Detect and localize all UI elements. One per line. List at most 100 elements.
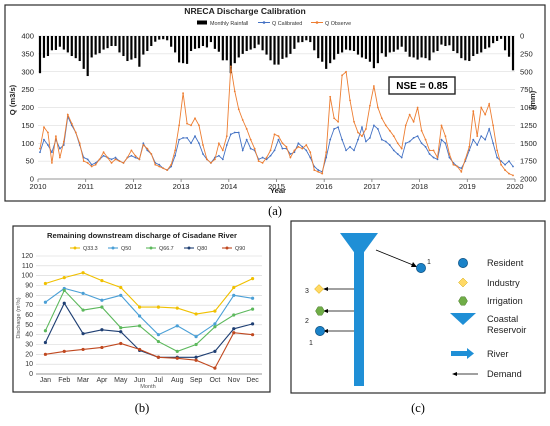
rainfall-bar xyxy=(185,36,189,64)
y2-tick-label: 1750 xyxy=(520,157,537,166)
observed-point xyxy=(384,124,387,127)
calibrated-point xyxy=(408,140,411,143)
chart-a-title: NRECA Discharge Calibration xyxy=(184,6,305,16)
series-point xyxy=(175,324,179,328)
rainfall-bar xyxy=(480,36,483,53)
series-line xyxy=(45,332,253,369)
observed-point xyxy=(43,126,45,129)
calibrated-point xyxy=(134,156,137,159)
observed-point xyxy=(273,133,276,136)
calibrated-point xyxy=(225,144,228,146)
rainfall-bar xyxy=(110,36,113,47)
observed-point xyxy=(174,149,177,152)
series-point xyxy=(62,276,66,280)
calibrated-point xyxy=(404,142,407,145)
calibrated-point xyxy=(488,128,491,130)
observed-point xyxy=(146,147,149,150)
calibrated-point xyxy=(496,156,499,159)
y-tick-label: 20 xyxy=(25,351,33,358)
calibrated-point xyxy=(372,124,375,127)
series-point xyxy=(100,328,104,332)
observed-point xyxy=(245,128,248,130)
legend-rainfall: Monthly Rainfall xyxy=(210,21,248,27)
rainfall-bar xyxy=(384,36,387,57)
observed-point xyxy=(452,163,455,166)
rainfall-bar xyxy=(507,36,511,57)
calibrated-point xyxy=(448,156,451,159)
observed-point xyxy=(198,124,200,127)
series-point xyxy=(137,347,142,352)
observed-point xyxy=(448,153,451,155)
rainfall-bar xyxy=(122,36,125,57)
panel-c: 1 2 3 1 Resident Industry Irrigation Coa… xyxy=(290,220,546,394)
series-point xyxy=(232,313,236,317)
calibrated-point xyxy=(317,169,320,171)
panel-label-c: (c) xyxy=(411,401,425,415)
observed-point xyxy=(388,129,391,132)
rainfall-bar xyxy=(225,36,228,61)
observed-point xyxy=(194,117,196,120)
observed-point xyxy=(94,163,97,166)
circle-icon xyxy=(458,258,468,268)
observed-point xyxy=(392,135,395,138)
calibrated-point xyxy=(349,145,351,148)
observed-point xyxy=(361,135,363,138)
observed-point xyxy=(460,170,463,173)
calibrated-point xyxy=(416,135,419,138)
calibrated-point xyxy=(114,156,117,159)
rainfall-bar xyxy=(496,36,499,42)
rainfall-bar xyxy=(503,36,507,51)
series-point xyxy=(62,349,66,353)
chart-a-lines xyxy=(39,65,514,177)
observed-point xyxy=(500,163,502,166)
calibrated-point xyxy=(420,142,423,145)
chart-a-ylabel: Q (m3/s) xyxy=(8,84,17,115)
rainfall-bar xyxy=(452,36,455,52)
observed-point xyxy=(396,142,399,145)
month-tick-label: Jan xyxy=(40,377,51,384)
calibrated-point xyxy=(428,153,431,155)
series-line xyxy=(45,287,253,338)
nse-annotation: NSE = 0.85 xyxy=(396,81,448,92)
series-point xyxy=(250,307,255,311)
calibrated-point xyxy=(369,136,371,139)
calibrated-point xyxy=(269,154,272,157)
observed-point xyxy=(90,165,93,168)
month-tick-label: Jun xyxy=(134,377,145,384)
panel-a: NRECA Discharge Calibration Monthly Rain… xyxy=(4,4,546,202)
rainfall-bar xyxy=(484,36,487,49)
observed-point xyxy=(66,113,69,116)
y-tick-label: 0 xyxy=(29,371,33,378)
observed-point xyxy=(484,113,487,116)
series-point xyxy=(137,314,142,318)
rainfall-bar xyxy=(472,36,475,57)
rainfall-bar xyxy=(118,36,121,53)
demand-arrowhead-2 xyxy=(323,309,328,313)
y-tick-label: 80 xyxy=(25,292,33,299)
observed-point xyxy=(281,142,284,145)
observed-point xyxy=(114,158,117,161)
series-point xyxy=(100,278,104,283)
legend-marker xyxy=(187,246,191,250)
series-point xyxy=(213,309,217,313)
rainfall-bar xyxy=(253,36,256,49)
demand-arrowhead-3 xyxy=(323,287,328,291)
rainfall-bar xyxy=(249,36,252,50)
observed-point xyxy=(313,169,316,171)
rainfall-bar xyxy=(58,36,61,47)
observed-point xyxy=(289,156,292,159)
observed-point xyxy=(58,156,61,159)
series-point xyxy=(213,322,217,326)
calibrated-point xyxy=(361,126,363,129)
calibrated-point xyxy=(281,147,284,150)
calibrated-point xyxy=(90,163,93,166)
rainfall-bar xyxy=(380,36,383,54)
observed-point xyxy=(182,92,184,95)
rainfall-bar xyxy=(82,36,85,69)
coastal-reservoir-node xyxy=(340,233,378,259)
node-number-resident: 1 xyxy=(309,340,313,347)
observed-point xyxy=(380,117,383,120)
observed-point xyxy=(102,151,105,154)
observed-point xyxy=(297,145,300,148)
